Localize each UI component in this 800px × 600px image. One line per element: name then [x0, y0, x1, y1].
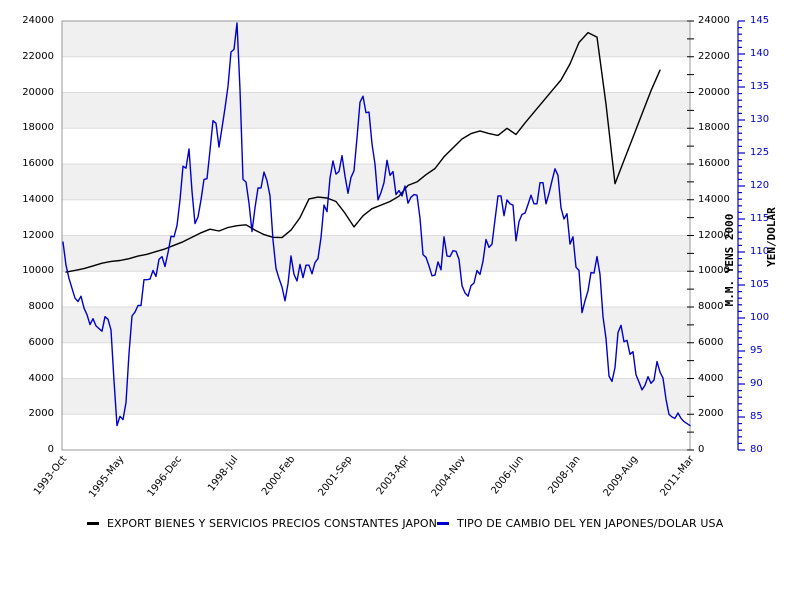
left-axis-tick-label: 18000 [22, 122, 54, 134]
exchange-axis-tick-label: 90 [750, 378, 763, 389]
background-band [62, 235, 690, 272]
exchange-axis-tick-label: 135 [750, 81, 770, 92]
left-inner-axis-title: M.M. YENS 2000 [723, 213, 736, 307]
exchange-axis-tick-label: 120 [750, 180, 770, 191]
background-band [62, 92, 690, 129]
left-axis-tick-label: 22000 [22, 50, 54, 62]
left-axis-tick-label: 20000 [22, 86, 54, 98]
left-axis-tick-label: 0 [47, 444, 54, 455]
left-axis-tick-label: 6000 [28, 336, 54, 348]
right-value-axis-tick-label: 22000 [698, 50, 730, 62]
left-axis-tick-label: 2000 [28, 408, 54, 420]
right-value-axis-tick-label: 16000 [698, 158, 730, 169]
exchange-axis-tick-label: 115 [750, 213, 770, 224]
background-band [62, 307, 690, 343]
exchange-axis-tick-label: 145 [750, 15, 770, 26]
exchange-axis-tick-label: 85 [750, 411, 763, 422]
exchange-axis-tick-label: 110 [750, 246, 770, 257]
left-axis-tick-label: 12000 [22, 229, 54, 241]
legend-label-exchange: TIPO DE CAMBIO DEL YEN JAPONES/DOLAR USA [457, 517, 724, 530]
exchange-axis-tick-label: 140 [750, 48, 770, 59]
exports-series-line [65, 31, 661, 273]
legend-swatch-exports-line [87, 522, 99, 525]
right-value-axis-tick-label: 6000 [698, 336, 724, 348]
right-value-axis-tick-label: 12000 [698, 229, 730, 241]
left-axis-tick-label: 10000 [22, 265, 54, 277]
left-axis-tick-label: 4000 [28, 372, 54, 384]
exchange-axis-tick-label: 125 [750, 147, 770, 158]
exchange-axis-tick-label: 80 [750, 444, 763, 455]
right-value-axis-tick-label: 24000 [698, 15, 730, 26]
legend-swatch-exchange-line [437, 522, 449, 525]
right-value-axis-tick-label: 8000 [698, 301, 724, 312]
right-value-axis-tick-label: 4000 [698, 372, 724, 384]
right-axis-title: YEN/DOLAR [765, 207, 778, 267]
right-value-axis-tick-label: 14000 [698, 193, 730, 205]
exchange-axis-tick-label: 95 [750, 345, 763, 356]
left-axis-tick-label: 24000 [22, 15, 54, 26]
legend-label-exports: EXPORT BIENES Y SERVICIOS PRECIOS CONSTA… [107, 517, 437, 530]
exchange-axis-tick-label: 130 [750, 114, 770, 125]
left-axis-tick-label: 14000 [22, 193, 54, 205]
right-value-axis-tick-label: 0 [698, 444, 705, 455]
exchange-axis-tick-label: 100 [750, 312, 770, 323]
background-band [62, 21, 690, 57]
left-axis-tick-label: 16000 [22, 158, 54, 169]
left-axis-tick-label: 8000 [28, 301, 54, 312]
right-value-axis-tick-label: 18000 [698, 122, 730, 134]
right-value-axis-tick-label: 10000 [698, 265, 730, 277]
exchange-rate-series-line [62, 22, 691, 427]
exchange-axis-tick-label: 105 [750, 279, 770, 290]
right-value-axis-tick-label: 20000 [698, 86, 730, 98]
right-value-axis-tick-label: 2000 [698, 408, 724, 420]
background-band [62, 378, 690, 415]
